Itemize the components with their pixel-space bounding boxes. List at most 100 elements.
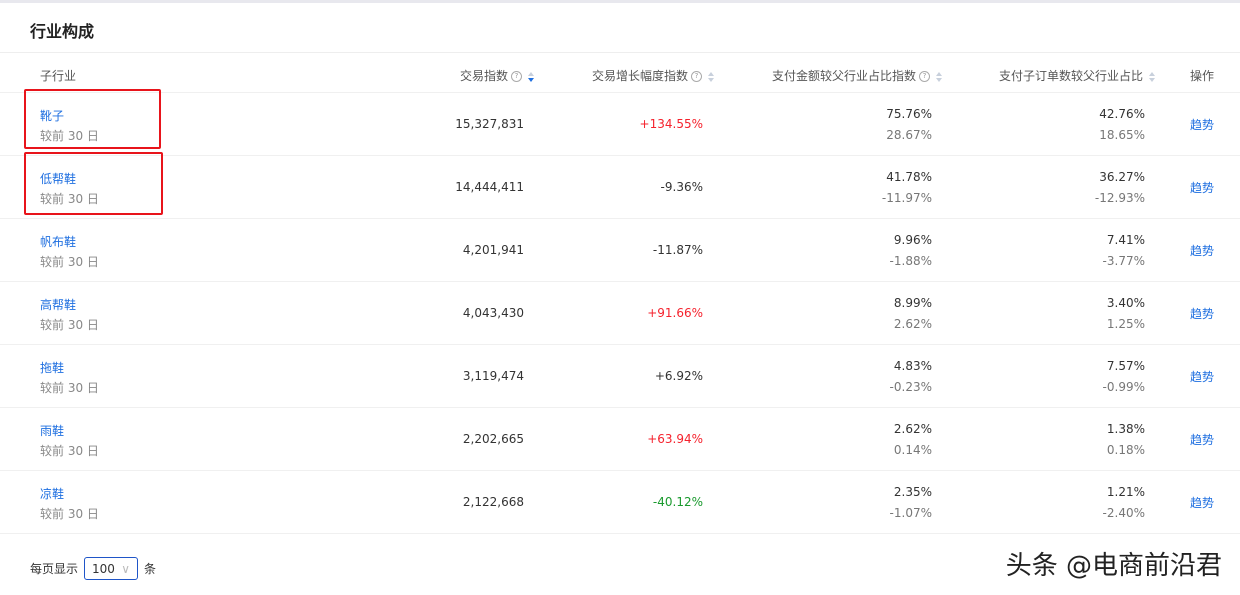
orders-share-change: -3.77% [1102,254,1145,268]
trade-index: 14,444,411 [455,180,524,194]
page-size-unit: 条 [144,562,157,576]
table-row: 雨鞋 较前 30 日 2,202,665 +63.94% 2.62% 0.14%… [0,407,1240,471]
growth-index: +91.66% [647,306,703,320]
orders-share: 7.57% [1106,359,1145,373]
compare-period: 较前 30 日 [40,318,99,332]
trade-index: 15,327,831 [455,117,524,131]
sub-industry-link[interactable]: 高帮鞋 [40,298,77,312]
orders-share: 42.76% [1099,107,1145,121]
pay-share-change: -1.07% [889,506,932,520]
pagination: 每页显示 100 ∨ 条 [30,557,156,580]
help-icon[interactable]: ? [919,71,931,82]
top-divider [0,0,1240,3]
trend-link[interactable]: 趋势 [1190,433,1215,447]
pay-share-change: -1.88% [889,254,932,268]
sort-icon[interactable] [1149,71,1156,82]
col-label: 交易增长幅度指数 [592,69,689,83]
trade-index: 4,043,430 [462,306,524,320]
trade-index: 3,119,474 [462,369,524,383]
pay-share-change: 2.62% [893,317,932,331]
growth-index: +63.94% [647,432,703,446]
pay-share-change: -0.23% [889,380,932,394]
title-divider [0,52,1240,53]
pay-share: 41.78% [886,170,932,184]
trend-link[interactable]: 趋势 [1190,181,1215,195]
sub-industry-link[interactable]: 凉鞋 [40,487,65,501]
sub-industry-link[interactable]: 帆布鞋 [40,235,77,249]
col-label: 支付金额较父行业占比指数 [772,69,917,83]
col-label: 支付子订单数较父行业占比 [999,69,1144,83]
orders-share: 1.21% [1106,485,1145,499]
trend-link[interactable]: 趋势 [1190,496,1215,510]
orders-share-change: -2.40% [1102,506,1145,520]
sub-industry-link[interactable]: 雨鞋 [40,424,65,438]
orders-share-change: 18.65% [1099,128,1145,142]
compare-period: 较前 30 日 [40,381,99,395]
orders-share-change: 1.25% [1106,317,1145,331]
table-row: 高帮鞋 较前 30 日 4,043,430 +91.66% 8.99% 2.62… [0,281,1240,345]
sub-industry-link[interactable]: 靴子 [40,109,65,123]
sort-icon[interactable] [708,71,715,82]
growth-index: -9.36% [660,180,703,194]
col-pay-share[interactable]: 支付金额较父行业占比指数? [772,67,943,84]
sort-icon[interactable] [528,71,535,82]
orders-share: 3.40% [1106,296,1145,310]
help-icon[interactable]: ? [511,71,523,82]
orders-share: 1.38% [1106,422,1145,436]
growth-index: -40.12% [652,495,703,509]
sub-industry-link[interactable]: 低帮鞋 [40,172,77,186]
orders-share: 7.41% [1106,233,1145,247]
compare-period: 较前 30 日 [40,192,99,206]
col-growth-index[interactable]: 交易增长幅度指数? [592,67,715,84]
orders-share-change: -0.99% [1102,380,1145,394]
trade-index: 2,122,668 [462,495,524,509]
compare-period: 较前 30 日 [40,444,99,458]
compare-period: 较前 30 日 [40,507,99,521]
trend-link[interactable]: 趋势 [1190,307,1215,321]
pay-share: 9.96% [893,233,932,247]
table-row: 拖鞋 较前 30 日 3,119,474 +6.92% 4.83% -0.23%… [0,344,1240,408]
pay-share: 75.76% [886,107,932,121]
trend-link[interactable]: 趋势 [1190,370,1215,384]
growth-index: -11.87% [652,243,703,257]
col-trade-index[interactable]: 交易指数? [460,67,535,84]
highlight-box [24,152,163,215]
compare-period: 较前 30 日 [40,255,99,269]
sub-industry-link[interactable]: 拖鞋 [40,361,65,375]
col-actions: 操作 [1190,69,1215,83]
pay-share: 4.83% [893,359,932,373]
compare-period: 较前 30 日 [40,129,99,143]
pay-share: 8.99% [893,296,932,310]
col-label: 交易指数 [460,69,509,83]
page-size-value: 100 [92,561,115,576]
growth-index: +134.55% [639,117,703,131]
help-icon[interactable]: ? [691,71,703,82]
table-row: 帆布鞋 较前 30 日 4,201,941 -11.87% 9.96% -1.8… [0,218,1240,282]
pay-share-change: 0.14% [893,443,932,457]
page-size-select[interactable]: 100 ∨ [84,557,139,580]
pay-share: 2.62% [893,422,932,436]
table-row: 靴子 较前 30 日 15,327,831 +134.55% 75.76% 28… [0,92,1240,156]
col-orders-share[interactable]: 支付子订单数较父行业占比 [999,67,1156,84]
highlight-box [24,89,161,149]
orders-share: 36.27% [1099,170,1145,184]
table-row: 凉鞋 较前 30 日 2,122,668 -40.12% 2.35% -1.07… [0,470,1240,534]
trend-link[interactable]: 趋势 [1190,244,1215,258]
trade-index: 4,201,941 [462,243,524,257]
sort-icon[interactable] [936,71,943,82]
pay-share: 2.35% [893,485,932,499]
growth-index: +6.92% [654,369,703,383]
trend-link[interactable]: 趋势 [1190,118,1215,132]
table-row: 低帮鞋 较前 30 日 14,444,411 -9.36% 41.78% -11… [0,155,1240,219]
pay-share-change: -11.97% [881,191,932,205]
chevron-down-icon: ∨ [121,561,131,576]
watermark: 头条 @电商前沿君 [1005,551,1222,581]
trade-index: 2,202,665 [462,432,524,446]
col-sub-industry: 子行业 [40,69,77,83]
orders-share-change: -12.93% [1094,191,1145,205]
pay-share-change: 28.67% [886,128,932,142]
page-title: 行业构成 [30,22,95,41]
page-size-label: 每页显示 [30,562,79,576]
orders-share-change: 0.18% [1106,443,1145,457]
table-header: 子行业 交易指数? 交易增长幅度指数? 支付金额较父行业占比指数? 支付子订单数… [0,55,1240,93]
